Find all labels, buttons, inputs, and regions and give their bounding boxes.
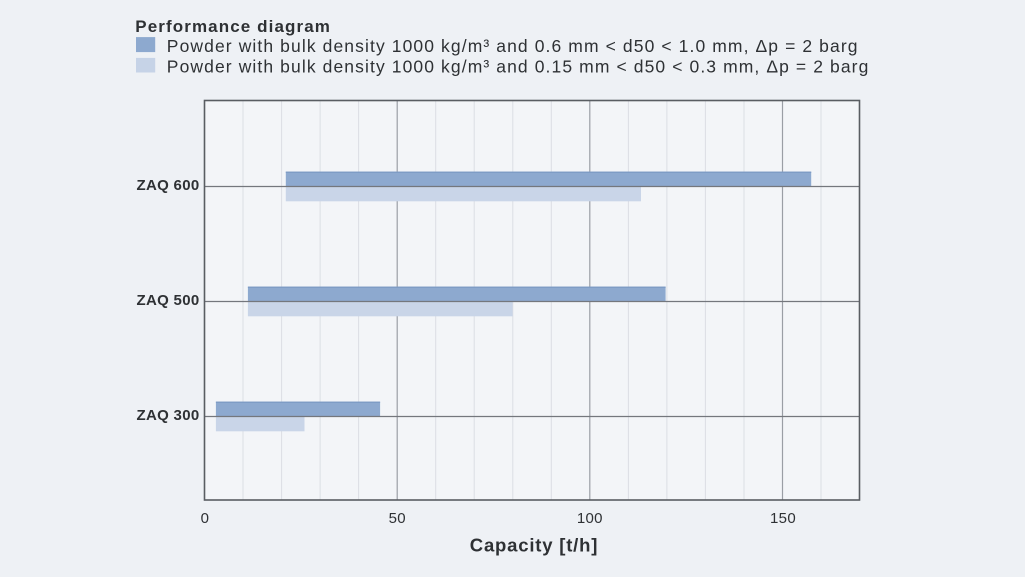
- svg-text:ZAQ 300: ZAQ 300: [137, 407, 200, 424]
- svg-text:100: 100: [577, 510, 603, 527]
- svg-text:ZAQ 500: ZAQ 500: [137, 292, 200, 309]
- svg-text:Powder with bulk density 1000: Powder with bulk density 1000 kg/m³ and …: [167, 36, 859, 56]
- svg-text:50: 50: [389, 510, 406, 527]
- svg-text:Performance diagram: Performance diagram: [135, 17, 331, 36]
- svg-text:0: 0: [201, 510, 210, 527]
- svg-text:150: 150: [770, 510, 796, 527]
- svg-text:Capacity [t/h]: Capacity [t/h]: [470, 535, 598, 556]
- svg-text:Powder with bulk density 1000: Powder with bulk density 1000 kg/m³ and …: [167, 57, 870, 77]
- svg-text:ZAQ 600: ZAQ 600: [137, 177, 200, 194]
